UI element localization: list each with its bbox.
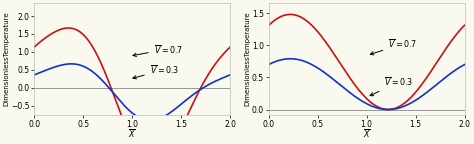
Text: $\overline{V} = 0.7$: $\overline{V} = 0.7$: [133, 42, 182, 57]
X-axis label: $\overline{X}$: $\overline{X}$: [363, 128, 371, 141]
Y-axis label: DimensionlessTemperature: DimensionlessTemperature: [245, 12, 250, 106]
Text: $\overline{V} = 0.7$: $\overline{V} = 0.7$: [370, 37, 417, 55]
X-axis label: $\overline{X}$: $\overline{X}$: [128, 128, 136, 141]
Y-axis label: DimensionlessTemperature: DimensionlessTemperature: [3, 12, 9, 106]
Text: $\overline{V} = 0.3$: $\overline{V} = 0.3$: [133, 63, 179, 79]
Text: $\overline{V} = 0.3$: $\overline{V} = 0.3$: [370, 75, 414, 96]
